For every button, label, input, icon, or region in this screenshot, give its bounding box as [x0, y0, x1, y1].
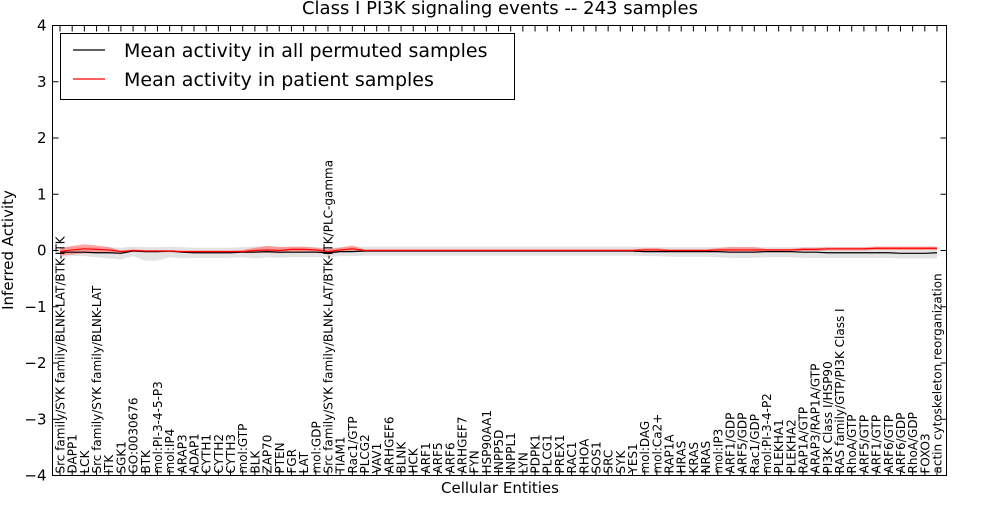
- x-tick-label: HSP90AA1: [480, 410, 494, 474]
- x-tick-label: PREX1: [553, 434, 567, 473]
- x-tick-label: SRC: [602, 450, 616, 474]
- y-tick-label: 3: [37, 73, 47, 91]
- y-tick-label: −3: [24, 410, 46, 428]
- x-tick-label: mol:IP4: [163, 429, 177, 474]
- chart-title: Class I PI3K signaling events -- 243 sam…: [302, 0, 698, 19]
- x-tick-label: ADAP1: [187, 433, 201, 473]
- x-tick-label: CYTH1: [200, 434, 214, 474]
- x-tick-label: HRAS: [675, 441, 689, 474]
- x-tick-label: LCK: [78, 449, 92, 473]
- x-tick-label: ARF5: [431, 442, 445, 473]
- x-tick-label: PLCG1: [541, 434, 555, 473]
- x-tick-label: FYN: [468, 450, 482, 473]
- x-tick-label: PLEKHA1: [772, 419, 786, 473]
- legend-label-permuted: Mean activity in all permuted samples: [124, 40, 487, 62]
- x-tick-label: INPPL1: [504, 432, 518, 473]
- x-tick-label: mol:GDP: [309, 421, 323, 473]
- x-tick-label: ARF6/GDP: [894, 413, 908, 474]
- x-tick-label: RhoA/GDP: [906, 412, 920, 473]
- x-tick-label: RAC1: [565, 442, 579, 474]
- x-tick-label: ARF5/GTP: [857, 415, 871, 474]
- x-tick-label: CYTH3: [224, 434, 238, 474]
- x-tick-label: SOS1: [589, 441, 603, 473]
- x-tick-label: DAPP1: [66, 434, 80, 473]
- x-tick-label: mol:Ca2+: [650, 414, 664, 474]
- x-tick-label: Src family/SYK family/BLNK-LAT/BTK-ITK/P…: [321, 160, 335, 474]
- x-tick-label: ARF1/GDP: [723, 413, 737, 474]
- x-tick-label: actin cytoskeleton reorganization: [931, 273, 945, 473]
- x-tick-label: SYK: [614, 450, 628, 474]
- x-tick-label: mol:IP3: [711, 429, 725, 474]
- y-tick-label: −2: [24, 354, 46, 372]
- legend: Mean activity in all permuted samples Me…: [60, 33, 515, 100]
- x-tick-label: LYN: [516, 452, 530, 473]
- axes-frame: [52, 25, 947, 476]
- x-tick-label: ARF6/GTP: [882, 415, 896, 474]
- x-tick-label: BTK: [139, 449, 153, 474]
- x-tick-label: mol:DAG: [638, 421, 652, 474]
- x-tick-label: Src family/SYK family/BLNK-LAT/BTK-ITK: [54, 235, 68, 473]
- x-axis-label: Cellular Entities: [441, 479, 559, 497]
- x-tick-label: ARF1: [419, 442, 433, 473]
- x-tick-label: VAV1: [370, 443, 384, 474]
- y-tick-label: 1: [37, 185, 47, 203]
- plot-area: 4 3 2 1 0 −1 −2 −3 −4 Src family/SYK family/BLNK-…: [24, 17, 947, 485]
- x-tick-label: PLCG2: [358, 434, 372, 473]
- y-tick-label: −4: [24, 467, 46, 485]
- series-line-patient: [59, 247, 937, 253]
- x-tick-label: FGR: [285, 449, 299, 474]
- x-tick-label: mol:PI-3-4-5-P3: [151, 381, 165, 473]
- x-tick-label: RAP1A: [663, 434, 677, 474]
- x-tick-label: ZAP70: [261, 435, 275, 474]
- x-tick-label: BLK: [248, 450, 262, 474]
- x-tick-label: CYTH2: [212, 434, 226, 474]
- x-tick-label: Rac1/GDP: [748, 414, 762, 473]
- x-tick-label: HCK: [407, 447, 421, 473]
- x-tick-label: TIAM1: [334, 436, 348, 474]
- legend-box: [60, 33, 515, 100]
- x-tick-label: PTEN: [273, 442, 287, 473]
- x-tick-label: ARAP3/RAP1A/GTP: [809, 364, 823, 474]
- x-tick-label: BLNK: [395, 441, 409, 474]
- x-tick-label: Rac1/GTP: [346, 416, 360, 473]
- x-tick-label: SGK1: [114, 441, 128, 473]
- x-tick-label: ARF6: [443, 442, 457, 473]
- y-tick-label: 4: [37, 17, 47, 35]
- x-tick-label: ARHGEF7: [455, 417, 469, 474]
- x-tick-label: RAS family/GTP/PI3K Class I: [833, 308, 847, 473]
- x-tick-label: ARF5/GDP: [736, 413, 750, 474]
- x-tick-label: mol:PI-3-4-P2: [760, 393, 774, 473]
- x-tick-label: KRAS: [687, 442, 701, 474]
- x-tick-label: NRAS: [699, 441, 713, 474]
- x-tick-label: ARAP3: [175, 434, 189, 473]
- x-tick-label: LAT: [297, 451, 311, 473]
- x-tick-label: FOXO3: [918, 433, 932, 473]
- y-tick-label: 2: [37, 129, 47, 147]
- x-tick-label: mol:GTP: [236, 424, 250, 474]
- x-tick-label: Src family/SYK family/BLNK-LAT: [90, 285, 104, 474]
- x-tick-label: YES1: [626, 443, 640, 474]
- x-tick-label: RhoA/GTP: [845, 415, 859, 474]
- y-axis-label: Inferred Activity: [0, 190, 17, 310]
- y-tick-label: −1: [24, 298, 46, 316]
- x-tick-label: ITK: [102, 454, 116, 474]
- x-tick-label: PLEKHA2: [784, 419, 798, 473]
- x-tick-label: ARF1/GTP: [870, 415, 884, 474]
- x-tick-label: RHOA: [577, 438, 591, 474]
- x-tick-label: PI3K Class I/HSP90: [821, 361, 835, 473]
- legend-label-patient: Mean activity in patient samples: [124, 69, 434, 91]
- x-tick-label: RAP1A/GTP: [797, 407, 811, 474]
- x-tick-label: PDPK1: [529, 434, 543, 473]
- x-tick-label: GO:0030676: [127, 397, 141, 473]
- x-tick-label: INPP5D: [492, 430, 506, 474]
- y-tick-label: 0: [37, 242, 47, 260]
- x-tick-label: ARHGEF6: [382, 417, 396, 474]
